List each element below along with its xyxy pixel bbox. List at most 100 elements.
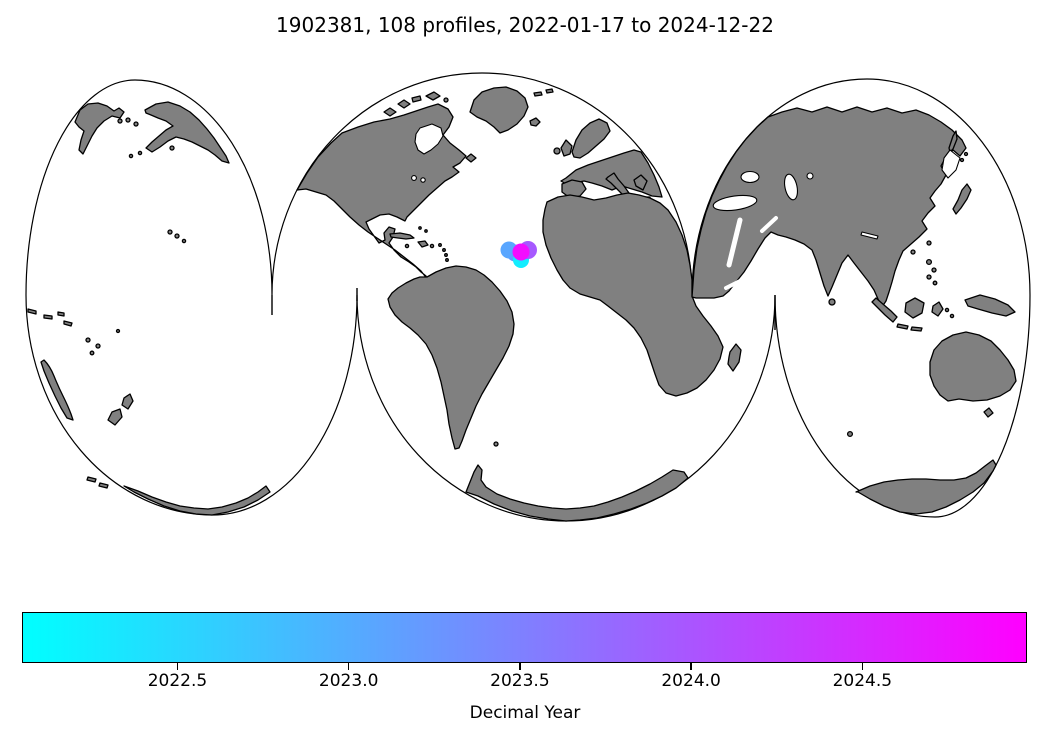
newfoundland-island [466, 154, 476, 162]
colorbar-tick-label: 2024.5 [832, 671, 893, 691]
bahamas-island [425, 230, 427, 232]
antilles-island [445, 254, 448, 257]
kuril-island [961, 159, 964, 162]
puerto-rico-island [430, 244, 433, 247]
hawaii-island [168, 230, 172, 234]
philippines-island [927, 275, 931, 279]
arctic-archipelago-island [398, 100, 410, 108]
narrow-seas [726, 218, 776, 288]
svalbard-island [546, 89, 553, 93]
land-africa [543, 193, 723, 396]
falkland-island [494, 442, 498, 446]
land-antarctica-east [856, 460, 996, 514]
figure-title: 1902381, 108 profiles, 2022-01-17 to 202… [276, 13, 774, 37]
world-map [0, 40, 1050, 585]
land-melanesia [58, 312, 64, 316]
land-australia [930, 332, 1016, 401]
land-borneo [905, 298, 924, 318]
colorbar-tick-mark [176, 663, 179, 670]
land-chukotka [75, 103, 124, 154]
land-great-britain [561, 140, 572, 156]
land-scandinavia [572, 119, 610, 158]
antilles-island [443, 249, 446, 252]
land-hispaniola [418, 241, 428, 247]
bering-island [134, 122, 138, 126]
land-cuba [390, 233, 414, 239]
philippines-island [927, 260, 932, 265]
arctic-archipelago-island [444, 98, 448, 102]
bering-island [126, 118, 130, 122]
land-java [897, 324, 908, 329]
aral-sea [807, 173, 813, 179]
ireland-island [554, 148, 560, 154]
arctic-archipelago-island [384, 108, 396, 116]
bahamas-island [419, 227, 421, 229]
kerguelen-island [848, 432, 853, 437]
land-asia [692, 107, 966, 307]
hainan-island [911, 250, 915, 254]
landmasses [28, 87, 1016, 521]
land-greenland [470, 87, 528, 133]
land-iceland [530, 118, 540, 126]
land-java [911, 327, 922, 331]
land-iberia [562, 180, 586, 198]
land-tasmania [984, 408, 993, 417]
land-new-zealand-north [122, 394, 133, 409]
moluccas-island [945, 308, 948, 311]
land-melanesia [44, 315, 52, 319]
persian-gulf [762, 218, 776, 231]
land-australia-east-sliver [41, 360, 73, 420]
land-antarctica-middle [466, 465, 688, 521]
antilles-island [446, 259, 449, 262]
aleutian-island [138, 151, 141, 154]
land-melanesia [64, 321, 72, 326]
land-sulawesi [932, 302, 943, 316]
kodiak-island [170, 146, 174, 150]
arctic-archipelago-island [426, 92, 440, 100]
red-sea [729, 220, 740, 265]
taiwan-island [927, 241, 931, 245]
black-sea [741, 172, 759, 183]
land-japan [953, 184, 971, 214]
hudson-bay [415, 124, 443, 154]
colorbar-tick-mark [347, 663, 350, 670]
caspian-sea [782, 173, 799, 201]
antilles-island [439, 244, 442, 247]
land-balkans [634, 175, 647, 190]
sri-lanka-island [829, 299, 835, 305]
colorbar-tick-label: 2023.0 [318, 671, 379, 691]
st-lawrence-island [118, 119, 122, 123]
sea-of-okhotsk [942, 150, 960, 178]
great-lake [412, 176, 417, 181]
land-new-zealand-south [108, 409, 122, 425]
great-lake [421, 178, 425, 182]
pacific-island [117, 330, 120, 333]
colorbar-tick-label: 2022.5 [147, 671, 208, 691]
colorbar [22, 612, 1027, 663]
colorbar-axis-label: Decimal Year [469, 703, 581, 723]
arctic-archipelago-island [412, 96, 421, 102]
hawaii-island [175, 234, 179, 238]
antarctic-islet [99, 483, 108, 488]
colorbar-tick-mark [519, 663, 521, 670]
profile-markers [500, 241, 537, 268]
land-antarctica-west [124, 486, 270, 515]
aleutian-island [129, 154, 132, 157]
philippines-island [933, 281, 937, 285]
philippines-island [932, 268, 936, 272]
mediterranean-east [712, 193, 758, 213]
lakes [412, 124, 960, 239]
lake-baikal [861, 232, 878, 239]
jamaica-island [405, 244, 408, 247]
fiji-island [90, 351, 94, 355]
land-south-america [388, 266, 514, 449]
antarctic-islet [87, 477, 96, 482]
land-sumatra [872, 298, 897, 322]
colorbar-tick-label: 2023.5 [490, 671, 550, 691]
colorbar-tick-mark [690, 663, 692, 670]
hawaii-island [182, 239, 185, 242]
kuril-island [965, 153, 968, 156]
moluccas-island [950, 314, 953, 317]
land-madagascar [728, 344, 741, 371]
land-new-guinea [965, 295, 1015, 316]
